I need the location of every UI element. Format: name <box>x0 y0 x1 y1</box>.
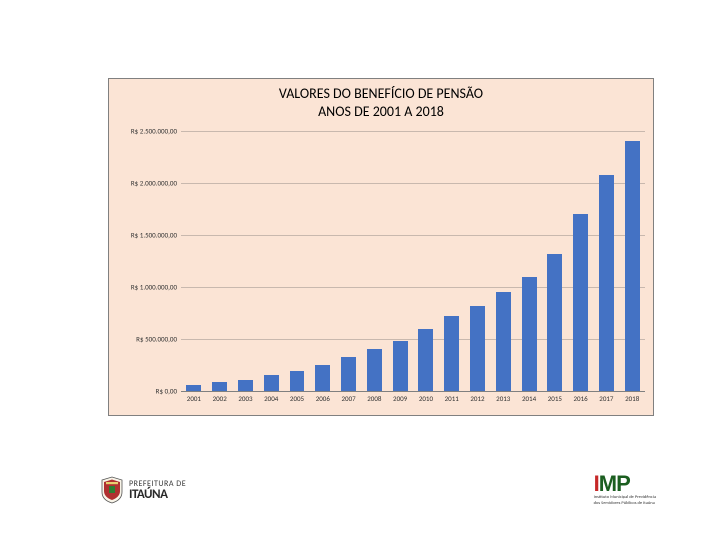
y-axis-label: R$ 1.500.000,00 <box>131 231 177 240</box>
bar <box>599 175 614 391</box>
bar-slot: 2008 <box>361 131 387 391</box>
prefeitura-text: PREFEITURA DE ITAÚNA <box>129 480 186 501</box>
bar <box>341 357 356 391</box>
x-axis-label: 2013 <box>496 394 510 403</box>
prefeitura-logo: PREFEITURA DE ITAÚNA <box>100 476 186 504</box>
imp-sub2: dos Servidores Públicos de Itaúna <box>594 502 656 507</box>
x-axis-label: 2001 <box>187 394 201 403</box>
bar <box>367 349 382 391</box>
bar <box>393 341 408 391</box>
bar-slot: 2012 <box>465 131 491 391</box>
x-axis-label: 2009 <box>393 394 407 403</box>
bar <box>625 141 640 391</box>
pension-chart: VALORES DO BENEFÍCIO DE PENSÃO ANOS DE 2… <box>108 78 654 416</box>
bar <box>290 371 305 391</box>
bar <box>264 375 279 391</box>
bar <box>444 316 459 391</box>
bar <box>418 329 433 391</box>
y-axis-label: R$ 0,00 <box>156 387 177 396</box>
x-axis-label: 2005 <box>290 394 304 403</box>
chart-title: VALORES DO BENEFÍCIO DE PENSÃO ANOS DE 2… <box>109 79 653 120</box>
bar-slot: 2015 <box>542 131 568 391</box>
bar <box>238 380 253 391</box>
bar <box>573 214 588 391</box>
bar-slot: 2003 <box>233 131 259 391</box>
bar <box>212 382 227 391</box>
bar-slot: 2001 <box>181 131 207 391</box>
bar-slot: 2004 <box>258 131 284 391</box>
bar <box>522 277 537 391</box>
bar-slot: 2014 <box>516 131 542 391</box>
x-axis-label: 2014 <box>522 394 536 403</box>
x-axis-label: 2018 <box>625 394 639 403</box>
imp-logo: IMP Instituto Municipal de Previdência d… <box>594 473 656 506</box>
bar-slot: 2016 <box>568 131 594 391</box>
x-axis-label: 2010 <box>419 394 433 403</box>
y-axis-label: R$ 500.000,00 <box>136 335 177 344</box>
bar-slot: 2017 <box>594 131 620 391</box>
imp-letters: IMP <box>594 473 656 495</box>
plot-area: R$ 0,00R$ 500.000,00R$ 1.000.000,00R$ 1.… <box>181 131 645 391</box>
bar-slot: 2013 <box>490 131 516 391</box>
x-axis-label: 2007 <box>341 394 355 403</box>
chart-title-line2: ANOS DE 2001 A 2018 <box>109 103 653 121</box>
bar <box>470 306 485 391</box>
x-axis-label: 2016 <box>574 394 588 403</box>
bar-slot: 2009 <box>387 131 413 391</box>
bar <box>315 365 330 391</box>
x-axis-label: 2006 <box>316 394 330 403</box>
bar <box>547 254 562 391</box>
x-axis-label: 2004 <box>264 394 278 403</box>
x-axis-label: 2011 <box>445 394 459 403</box>
x-axis-label: 2017 <box>599 394 613 403</box>
x-axis-label: 2003 <box>238 394 252 403</box>
bar-slot: 2011 <box>439 131 465 391</box>
chart-title-line1: VALORES DO BENEFÍCIO DE PENSÃO <box>109 85 653 103</box>
imp-sub1: Instituto Municipal de Previdência <box>594 496 656 501</box>
gridline <box>181 391 645 392</box>
bar-slot: 2018 <box>619 131 645 391</box>
x-axis-label: 2002 <box>213 394 227 403</box>
x-axis-label: 2015 <box>548 394 562 403</box>
x-axis-label: 2008 <box>367 394 381 403</box>
bar-slot: 2005 <box>284 131 310 391</box>
bar-slot: 2002 <box>207 131 233 391</box>
y-axis-label: R$ 2.500.000,00 <box>131 127 177 136</box>
bar <box>186 385 201 391</box>
crest-icon <box>100 476 124 504</box>
x-axis-label: 2012 <box>470 394 484 403</box>
bars: 2001200220032004200520062007200820092010… <box>181 131 645 391</box>
bar <box>496 292 511 391</box>
y-axis-label: R$ 2.000.000,00 <box>131 179 177 188</box>
prefeitura-line2: ITAÚNA <box>129 488 186 501</box>
bar-slot: 2010 <box>413 131 439 391</box>
y-axis-label: R$ 1.000.000,00 <box>131 283 177 292</box>
bar-slot: 2006 <box>310 131 336 391</box>
bar-slot: 2007 <box>336 131 362 391</box>
